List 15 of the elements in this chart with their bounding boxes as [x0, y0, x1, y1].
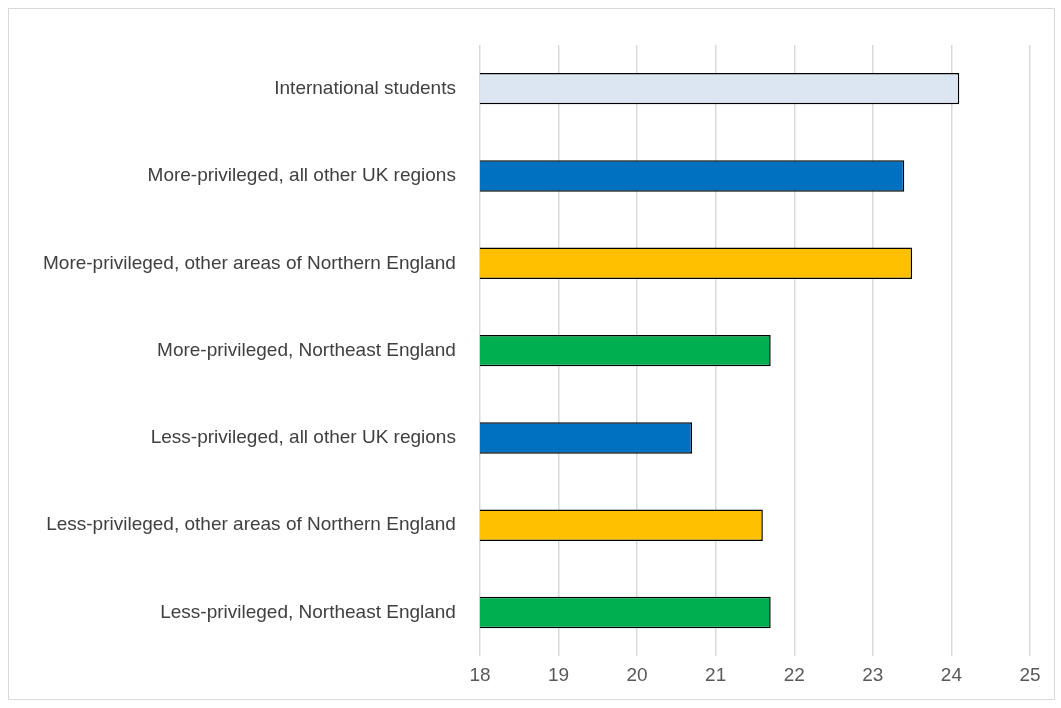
x-tick-label: 25 — [1019, 663, 1041, 685]
x-tick-label: 22 — [783, 663, 805, 685]
x-tick-label: 21 — [705, 663, 727, 685]
y-tick-label: International students — [274, 76, 456, 98]
y-tick-label: More-privileged, Northeast England — [157, 338, 456, 360]
y-tick-label: Less-privileged, Northeast England — [160, 600, 456, 622]
y-tick-label: More-privileged, all other UK regions — [147, 164, 456, 186]
x-tick-label: 19 — [547, 663, 570, 685]
x-tick-label: 18 — [469, 663, 491, 685]
y-tick-label: Less-privileged, other areas of Northern England — [46, 513, 456, 535]
x-tick-label: 24 — [940, 663, 963, 685]
x-tick-label: 23 — [862, 663, 884, 685]
x-tick-label: 20 — [626, 663, 648, 685]
y-tick-label: Less-privileged, all other UK regions — [150, 426, 456, 448]
y-tick-label: More-privileged, other areas of Northern England — [42, 251, 456, 273]
